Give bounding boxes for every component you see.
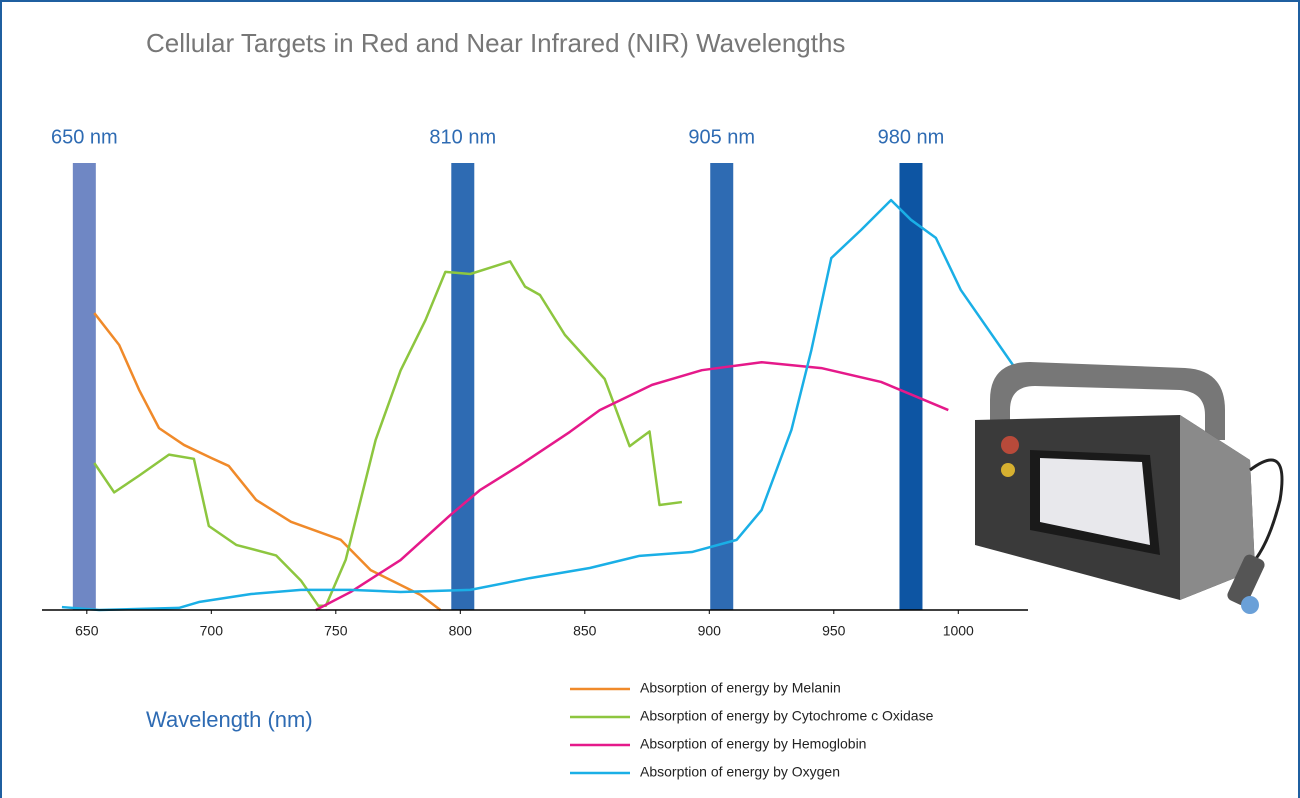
series-line [93, 260, 683, 608]
device [975, 362, 1284, 614]
wavelength-band [72, 163, 96, 610]
band-label: 905 nm [688, 126, 755, 148]
x-tick-label: 900 [698, 623, 722, 639]
x-tick-label: 1000 [943, 623, 974, 639]
wavelength-band [710, 163, 734, 610]
legend-label: Absorption of energy by Oxygen [640, 764, 840, 780]
legend-label: Absorption of energy by Hemoglobin [640, 736, 866, 752]
x-tick-label: 750 [324, 623, 348, 639]
band-label: 980 nm [878, 126, 945, 148]
x-tick-label: 800 [449, 623, 473, 639]
series-line [315, 360, 949, 612]
wavelength-band [451, 163, 475, 610]
chart-title: Cellular Targets in Red and Near Infrare… [146, 28, 845, 58]
series-line [61, 198, 1015, 612]
legend-label: Absorption of energy by Melanin [640, 680, 841, 696]
legend-label: Absorption of energy by Cytochrome c Oxi… [640, 708, 934, 724]
band-label: 650 nm [51, 126, 118, 148]
series-line [93, 312, 442, 611]
x-tick-label: 700 [200, 623, 224, 639]
x-axis-title: Wavelength (nm) [146, 707, 313, 732]
x-tick-label: 650 [75, 623, 99, 639]
band-label: 810 nm [429, 126, 496, 148]
wavelength-band [899, 163, 923, 610]
x-tick-label: 850 [573, 623, 597, 639]
x-tick-label: 950 [822, 623, 846, 639]
